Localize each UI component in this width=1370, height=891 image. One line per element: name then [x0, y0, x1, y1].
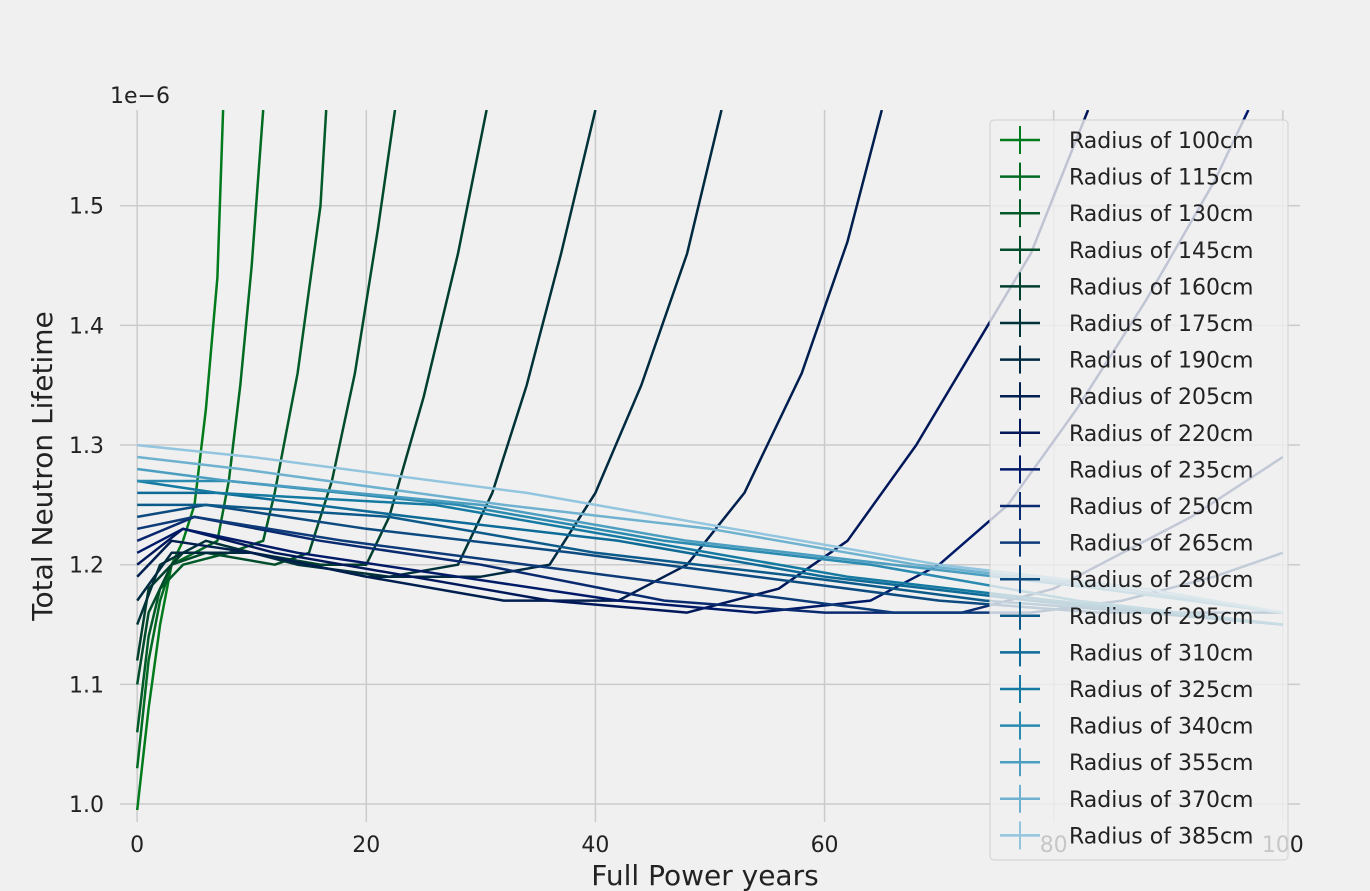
legend-box — [989, 119, 1289, 861]
legend-label-12: Radius of 280cm — [1069, 568, 1253, 593]
legend-label-9: Radius of 235cm — [1069, 458, 1253, 483]
legend-item-10: Radius of 250cm — [1000, 492, 1253, 520]
legend-label-18: Radius of 370cm — [1069, 788, 1253, 813]
legend-label-19: Radius of 385cm — [1069, 824, 1253, 849]
series-line-8 — [136, 110, 1090, 614]
y-tick-label-4: 1.4 — [69, 314, 104, 339]
x-tick-label-0: 0 — [130, 833, 144, 858]
legend-label-10: Radius of 250cm — [1069, 495, 1253, 520]
y-offset-label: 1e−6 — [110, 84, 170, 109]
legend-item-9: Radius of 235cm — [1000, 455, 1253, 484]
series-line-2 — [135, 110, 328, 733]
x-tick-label-2: 40 — [581, 833, 609, 858]
legend-item-16: Radius of 340cm — [1000, 711, 1253, 740]
legend-item-15: Radius of 325cm — [1000, 675, 1253, 703]
y-axis-label: Total Neutron Lifetime — [26, 311, 59, 622]
y-tick-label-2: 1.2 — [69, 554, 104, 579]
legend-label-5: Radius of 175cm — [1069, 312, 1253, 337]
legend-item-2: Radius of 130cm — [1000, 199, 1253, 228]
legend-item-18: Radius of 370cm — [1000, 784, 1253, 813]
legend-item-12: Radius of 280cm — [1000, 565, 1253, 594]
legend-item-3: Radius of 145cm — [1000, 235, 1253, 264]
legend-label-15: Radius of 325cm — [1069, 678, 1253, 703]
legend-item-14: Radius of 310cm — [1000, 638, 1253, 667]
legend-item-4: Radius of 160cm — [1000, 272, 1253, 301]
legend-item-0: Radius of 100cm — [1000, 126, 1253, 154]
legend-label-1: Radius of 115cm — [1069, 166, 1253, 191]
legend-label-7: Radius of 205cm — [1069, 385, 1253, 410]
legend-item-1: Radius of 115cm — [1000, 162, 1253, 191]
legend-item-13: Radius of 295cm — [1000, 601, 1253, 630]
legend-label-13: Radius of 295cm — [1069, 605, 1253, 630]
legend-label-11: Radius of 265cm — [1069, 532, 1253, 557]
legend-item-5: Radius of 175cm — [1000, 309, 1253, 337]
legend: Radius of 100cm Radius of 115cm Radius of … — [989, 119, 1289, 861]
legend-label-8: Radius of 220cm — [1069, 422, 1253, 447]
legend-item-8: Radius of 220cm — [1000, 418, 1253, 447]
series-line-0 — [135, 110, 225, 811]
legend-label-4: Radius of 160cm — [1069, 275, 1253, 300]
y-tick-label-1: 1.1 — [69, 673, 104, 698]
x-axis-label: Full Power years — [591, 859, 818, 891]
x-tick-label-1: 20 — [352, 833, 380, 858]
legend-label-6: Radius of 190cm — [1069, 349, 1253, 374]
legend-label-3: Radius of 145cm — [1069, 239, 1253, 264]
legend-item-7: Radius of 205cm — [1000, 382, 1253, 411]
legend-item-6: Radius of 190cm — [1000, 345, 1253, 374]
y-tick-label-0: 1.0 — [69, 793, 104, 818]
legend-label-16: Radius of 340cm — [1069, 715, 1253, 740]
legend-item-19: Radius of 385cm — [1000, 821, 1253, 850]
legend-label-17: Radius of 355cm — [1069, 751, 1253, 776]
legend-item-11: Radius of 265cm — [1000, 528, 1253, 557]
y-tick-label-3: 1.3 — [69, 434, 104, 459]
y-tick-label-5: 1.5 — [69, 195, 104, 220]
legend-label-14: Radius of 310cm — [1069, 641, 1253, 666]
legend-label-0: Radius of 100cm — [1069, 129, 1253, 154]
legend-label-2: Radius of 130cm — [1069, 202, 1253, 227]
legend-item-17: Radius of 355cm — [1000, 748, 1253, 777]
x-tick-label-3: 60 — [811, 833, 839, 858]
